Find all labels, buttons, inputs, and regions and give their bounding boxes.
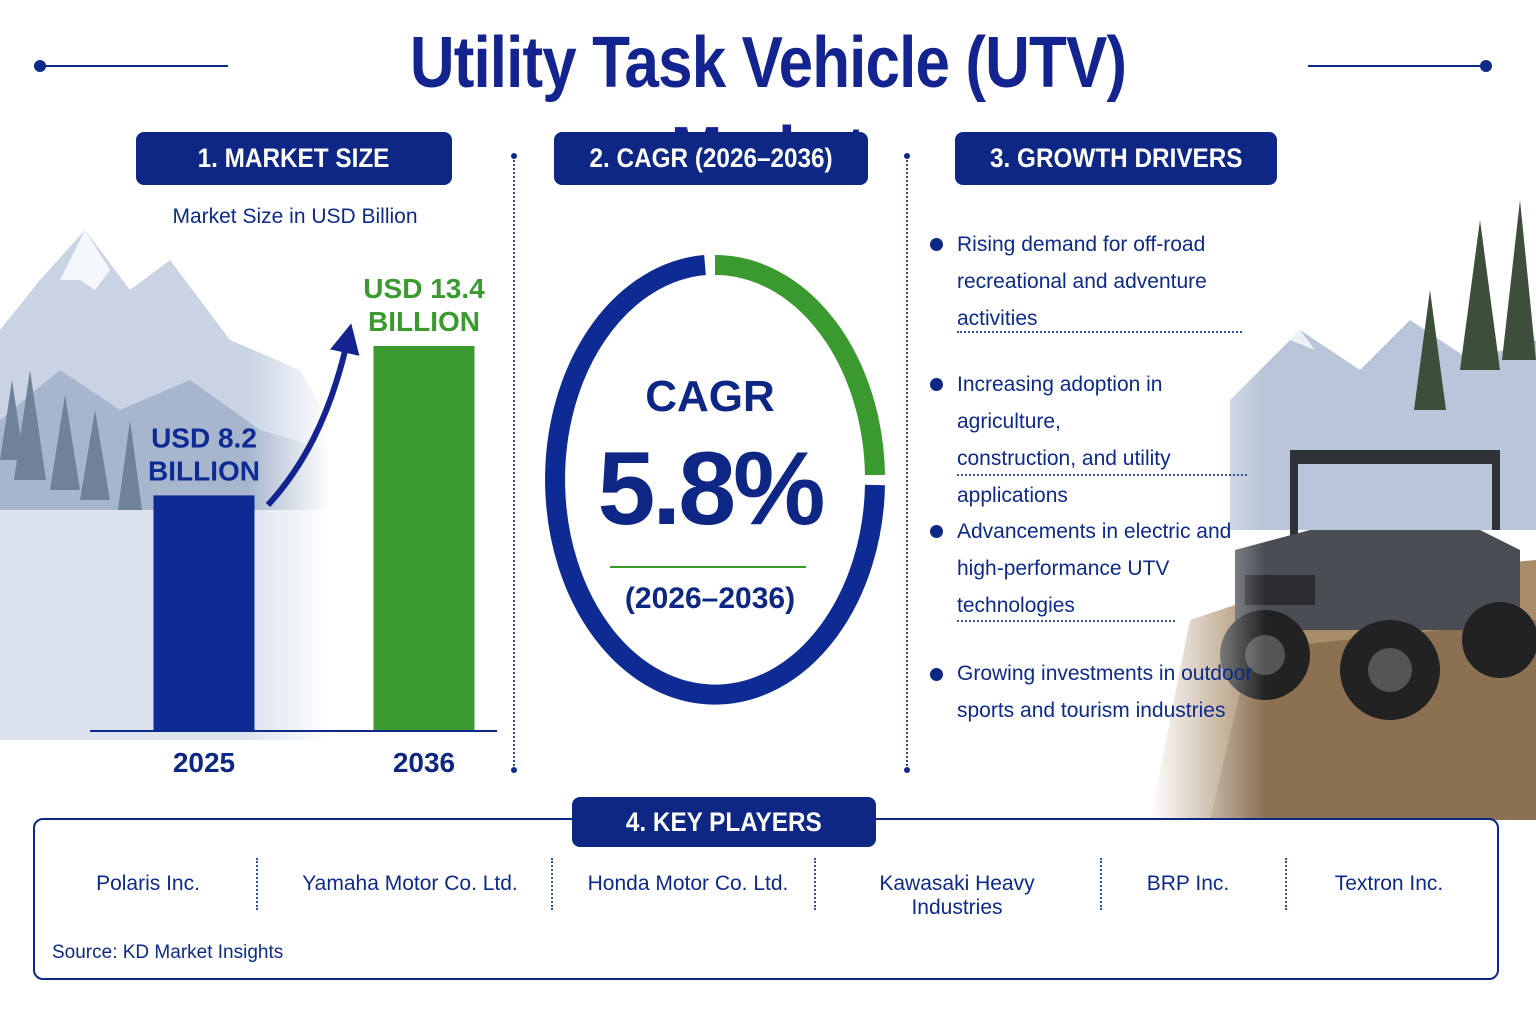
key-player-yamaha: Yamaha Motor Co. Ltd. [302,872,518,895]
section-header-cagr: 2. CAGR (2026–2036) [554,132,868,185]
player-separator [1285,858,1287,910]
separator-dot [904,153,910,159]
bar-2036 [373,345,475,731]
growth-driver-4-line-1: Growing investments in outdoor [957,662,1253,685]
section-header-key-players-label: 4. KEY PLAYERS [626,806,822,837]
data-label-2036-line-2: BILLION [368,306,480,337]
source-note: Source: KD Market Insights [52,942,284,963]
driver-separator [957,331,1242,333]
growth-driver-2: Increasing adoption in agriculture, cons… [957,366,1267,514]
cagr-ring [545,255,885,705]
section-header-growth-drivers-label: 3. GROWTH DRIVERS [989,143,1243,173]
growth-arrow-icon [265,323,360,508]
growth-driver-1-line-1: Rising demand for off-road [957,233,1206,256]
category-label-2036: 2036 [393,747,455,778]
growth-driver-4-line-2: sports and tourism industries [957,699,1226,722]
growth-driver-3-line-2: high-performance UTV technologies [957,557,1170,617]
cagr-ring-green-arc [714,255,885,476]
key-player-polaris: Polaris Inc. [96,872,200,895]
title-rule-right [1308,65,1488,67]
bar-2025 [153,495,255,731]
page-title: Utility Task Vehicle (UTV) Market [409,23,1127,193]
player-separator [256,858,258,910]
cagr-value: 5.8% [597,431,825,547]
cagr-ring-navy-arc [545,255,885,705]
data-label-2025-line-2: BILLION [148,455,260,486]
growth-driver-2-line-1: Increasing adoption in agriculture, [957,373,1163,433]
column-separator-2 [906,160,908,770]
section-header-growth-drivers: 3. GROWTH DRIVERS [955,132,1277,185]
column-separator-1 [513,160,515,770]
key-player-kawasaki: Kawasaki Heavy Industries [879,872,1035,919]
cagr-period: (2026–2036) [624,582,796,615]
bullet-icon [930,378,943,391]
title-dot-left [34,60,46,72]
cagr-label: CAGR [645,372,775,421]
driver-separator [957,620,1175,622]
title-rule-left [40,65,228,67]
section-header-market-size: 1. MARKET SIZE [136,132,452,185]
data-label-2036-line-1: USD 13.4 [363,273,485,304]
separator-dot [511,767,517,773]
player-separator [814,858,816,910]
key-player-brp: BRP Inc. [1146,872,1230,895]
bullet-icon [930,525,943,538]
player-separator [1100,858,1102,910]
separator-dot [904,767,910,773]
growth-driver-4: Growing investments in outdoor sports an… [957,655,1267,729]
section-header-cagr-label: 2. CAGR (2026–2036) [589,143,833,173]
bullet-icon [930,238,943,251]
bullet-icon [930,668,943,681]
player-separator [551,858,553,910]
growth-driver-2-line-2: construction, and utility applications [957,447,1171,507]
title-dot-right [1480,60,1492,72]
utv-trail-illustration [1150,200,1536,820]
separator-dot [511,153,517,159]
section-header-key-players: 4. KEY PLAYERS [572,797,876,847]
chart-title: Market Size in USD Billion [172,205,418,228]
category-label-2025: 2025 [173,747,235,778]
growth-driver-3: Advancements in electric and high-perfor… [957,513,1267,624]
driver-separator [957,474,1247,476]
key-player-honda: Honda Motor Co. Ltd. [587,872,789,895]
growth-driver-3-line-1: Advancements in electric and [957,520,1232,543]
data-label-2025-line-1: USD 8.2 [151,422,257,453]
section-header-market-size-label: 1. MARKET SIZE [198,143,390,173]
growth-driver-1: Rising demand for off-road recreational … [957,226,1267,337]
growth-driver-1-line-2: recreational and adventure activities [957,270,1207,330]
key-player-textron: Textron Inc. [1334,872,1444,895]
cagr-divider [610,566,806,568]
